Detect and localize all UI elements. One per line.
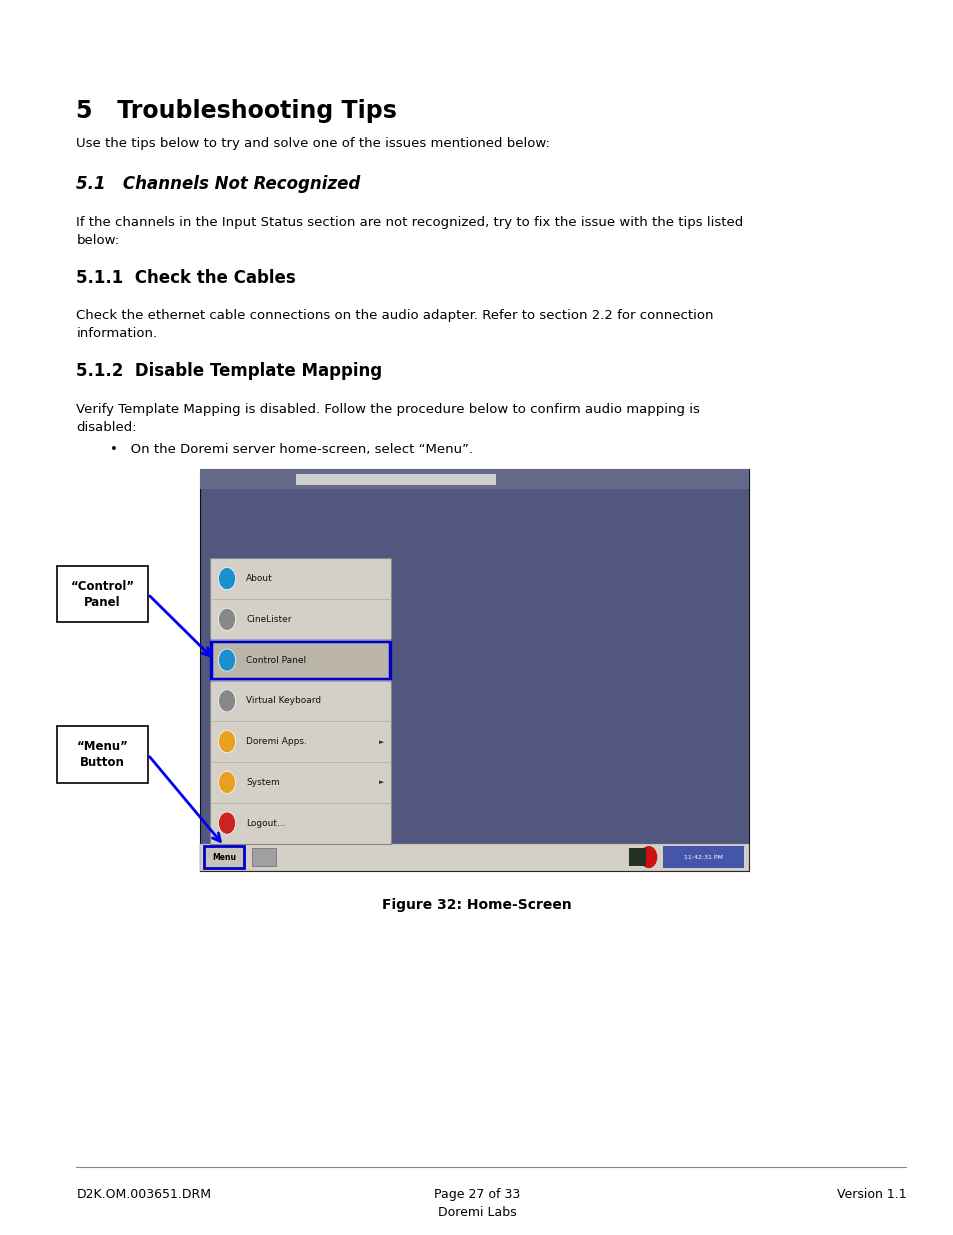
Bar [200,844,748,871]
Circle shape [218,650,235,672]
Circle shape [218,608,235,630]
Text: •   On the Doremi server home-screen, select “Menu”.: • On the Doremi server home-screen, sele… [110,443,473,457]
Bar [211,641,390,679]
Circle shape [218,689,235,711]
Bar [662,846,743,868]
Circle shape [639,846,657,868]
Circle shape [218,568,235,590]
Text: Logout...: Logout... [246,819,286,827]
Text: “Menu”
Button: “Menu” Button [76,740,129,769]
Text: Figure 32: Home-Screen: Figure 32: Home-Screen [382,898,571,911]
Bar [295,474,496,485]
Text: Doremi Apps.: Doremi Apps. [246,737,307,746]
Bar [210,558,391,844]
Text: Verify Template Mapping is disabled. Follow the procedure below to confirm audio: Verify Template Mapping is disabled. Fol… [76,403,700,433]
Text: CineLister: CineLister [246,615,292,624]
Text: About: About [246,574,273,583]
Text: Version 1.1: Version 1.1 [836,1188,905,1202]
Text: Check the ethernet cable connections on the audio adapter. Refer to section 2.2 : Check the ethernet cable connections on … [76,309,713,340]
Text: Use the tips below to try and solve one of the issues mentioned below:: Use the tips below to try and solve one … [76,137,550,151]
Circle shape [218,813,235,835]
Bar [628,848,645,866]
Text: ►: ► [378,739,384,745]
Text: 5.1   Channels Not Recognized: 5.1 Channels Not Recognized [76,175,360,194]
Bar [57,566,148,622]
Bar [200,469,748,489]
Bar [57,726,148,783]
Text: System: System [246,778,279,787]
Text: Control Panel: Control Panel [246,656,306,664]
Text: Menu: Menu [212,852,236,862]
Circle shape [218,730,235,753]
Text: 5.1.1  Check the Cables: 5.1.1 Check the Cables [76,269,295,288]
Bar [252,848,275,866]
Text: Page 27 of 33
Doremi Labs: Page 27 of 33 Doremi Labs [434,1188,519,1219]
Text: ►: ► [378,779,384,785]
Text: Virtual Keyboard: Virtual Keyboard [246,697,321,705]
Text: “Control”
Panel: “Control” Panel [71,579,134,609]
Text: If the channels in the Input Status section are not recognized, try to fix the i: If the channels in the Input Status sect… [76,216,742,247]
Bar [204,846,244,868]
Bar [210,640,391,680]
Text: 5   Troubleshooting Tips: 5 Troubleshooting Tips [76,99,396,122]
Text: 5.1.2  Disable Template Mapping: 5.1.2 Disable Template Mapping [76,362,382,380]
Text: D2K.OM.003651.DRM: D2K.OM.003651.DRM [76,1188,212,1202]
Bar [200,469,748,871]
Text: 11:42:31 PM: 11:42:31 PM [683,855,722,860]
Circle shape [218,771,235,794]
